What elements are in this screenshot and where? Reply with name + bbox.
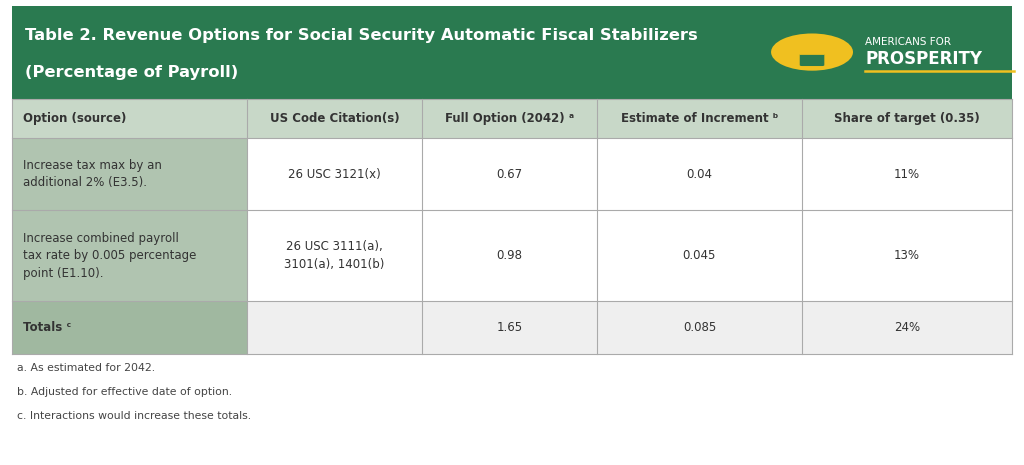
Text: US Code Citation(s): US Code Citation(s) xyxy=(269,112,399,125)
Bar xyxy=(12,210,247,301)
Text: Option (source): Option (source) xyxy=(23,112,126,125)
Text: 11%: 11% xyxy=(894,168,920,180)
Text: 0.085: 0.085 xyxy=(683,321,716,334)
Text: 1.65: 1.65 xyxy=(497,321,522,334)
Text: 0.98: 0.98 xyxy=(497,249,522,262)
Text: 26 USC 3121(x): 26 USC 3121(x) xyxy=(288,168,381,180)
Text: Share of target (0.35): Share of target (0.35) xyxy=(834,112,980,125)
Bar xyxy=(12,6,1012,99)
Text: c. Interactions would increase these totals.: c. Interactions would increase these tot… xyxy=(17,411,252,421)
Text: (Percentage of Payroll): (Percentage of Payroll) xyxy=(25,65,238,80)
Text: 13%: 13% xyxy=(894,249,920,262)
FancyBboxPatch shape xyxy=(800,54,824,66)
Text: Increase tax max by an
additional 2% (E3.5).: Increase tax max by an additional 2% (E3… xyxy=(23,159,162,189)
Bar xyxy=(247,301,1012,354)
Circle shape xyxy=(771,33,853,71)
Bar xyxy=(247,210,1012,301)
Bar xyxy=(12,138,247,210)
Text: b. Adjusted for effective date of option.: b. Adjusted for effective date of option… xyxy=(17,387,232,397)
Text: 26 USC 3111(a),
3101(a), 1401(b): 26 USC 3111(a), 3101(a), 1401(b) xyxy=(285,240,385,271)
Text: 0.67: 0.67 xyxy=(497,168,522,180)
Text: Totals ᶜ: Totals ᶜ xyxy=(23,321,71,334)
Bar xyxy=(247,138,1012,210)
Text: PROSPERITY: PROSPERITY xyxy=(865,50,982,68)
Text: AMERICANS FOR: AMERICANS FOR xyxy=(865,37,951,47)
Text: 0.045: 0.045 xyxy=(683,249,716,262)
Bar xyxy=(12,99,1012,138)
Text: Full Option (2042) ᵃ: Full Option (2042) ᵃ xyxy=(445,112,574,125)
Text: Table 2. Revenue Options for Social Security Automatic Fiscal Stabilizers: Table 2. Revenue Options for Social Secu… xyxy=(25,28,697,43)
Bar xyxy=(12,301,247,354)
Polygon shape xyxy=(800,34,824,55)
Text: a. As estimated for 2042.: a. As estimated for 2042. xyxy=(17,363,156,373)
Text: Estimate of Increment ᵇ: Estimate of Increment ᵇ xyxy=(621,112,778,125)
Text: Increase combined payroll
tax rate by 0.005 percentage
point (E1.10).: Increase combined payroll tax rate by 0.… xyxy=(23,232,196,279)
Text: 0.04: 0.04 xyxy=(686,168,713,180)
Text: 24%: 24% xyxy=(894,321,920,334)
